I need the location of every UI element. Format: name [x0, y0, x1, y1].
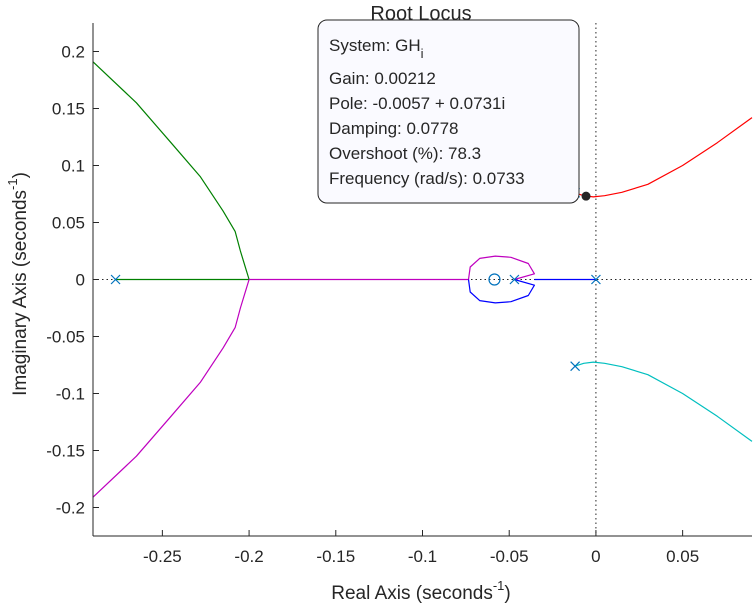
- x-tick-label: -0.15: [316, 547, 355, 566]
- datatip-frequency: Frequency (rad/s): 0.0733: [329, 169, 525, 188]
- pole-marker-5: [570, 361, 581, 372]
- pole-marker-stroke: [509, 274, 520, 285]
- datatip[interactable]: System: GHi Gain: 0.00212 Pole: -0.0057 …: [317, 19, 580, 204]
- datatip-box: [317, 19, 580, 204]
- locus-branch-2: [92, 61, 250, 280]
- x-tick-label: 0.05: [666, 547, 699, 566]
- pole-marker-2: [509, 274, 520, 285]
- y-axis-label-sup: -1: [5, 178, 20, 190]
- y-tick-label: 0.1: [61, 157, 85, 176]
- x-tick-label: -0.05: [490, 547, 529, 566]
- datatip-gain: Gain: 0.00212: [329, 69, 436, 88]
- pole-marker-stroke: [110, 274, 121, 285]
- pole-marker-3: [590, 274, 601, 285]
- datatip-system: System: GHi: [329, 36, 424, 61]
- datatip-system-label: System: GH: [329, 36, 421, 55]
- locus-branch-9: [574, 361, 753, 442]
- datatip-point[interactable]: [581, 191, 591, 201]
- x-axis-label: Real Axis (seconds-1): [331, 578, 510, 604]
- x-axis-label-main: Real Axis (seconds: [331, 583, 493, 604]
- y-axis-label: Imaginary Axis (seconds-1): [5, 172, 31, 396]
- locus-branch-5: [467, 255, 536, 281]
- datatip-damping: Damping: 0.0778: [329, 119, 458, 138]
- datatip-pole: Pole: -0.0057 + 0.0731i: [329, 94, 505, 113]
- y-tick-label: -0.1: [56, 385, 85, 404]
- zero-marker-1: [488, 273, 501, 286]
- y-tick-label: -0.2: [56, 499, 85, 518]
- x-tick-label: -0.1: [408, 547, 437, 566]
- y-axis-label-close: ): [10, 172, 31, 178]
- x-axis-label-close: ): [504, 583, 510, 604]
- x-tick-label: 0: [591, 547, 600, 566]
- y-axis-label-main: Imaginary Axis (seconds: [10, 190, 31, 396]
- y-tick-label: 0.05: [52, 214, 85, 233]
- y-tick-label: -0.05: [46, 328, 85, 347]
- locus-branch-6: [467, 278, 536, 304]
- y-tick-label: 0.2: [61, 43, 85, 62]
- x-axis-label-sup: -1: [493, 578, 505, 593]
- pole-marker-stroke: [590, 274, 601, 285]
- y-tick-label: -0.15: [46, 442, 85, 461]
- datatip-overshoot: Overshoot (%): 78.3: [329, 144, 481, 163]
- y-tick-label: 0.15: [52, 100, 85, 119]
- x-tick-label: -0.25: [143, 547, 182, 566]
- locus-branch-3: [92, 279, 250, 498]
- pole-marker-stroke: [570, 361, 581, 372]
- x-tick-label: -0.2: [234, 547, 263, 566]
- pole-marker-1: [110, 274, 121, 285]
- datatip-system-sub: i: [421, 46, 424, 61]
- y-tick-label: 0: [76, 271, 85, 290]
